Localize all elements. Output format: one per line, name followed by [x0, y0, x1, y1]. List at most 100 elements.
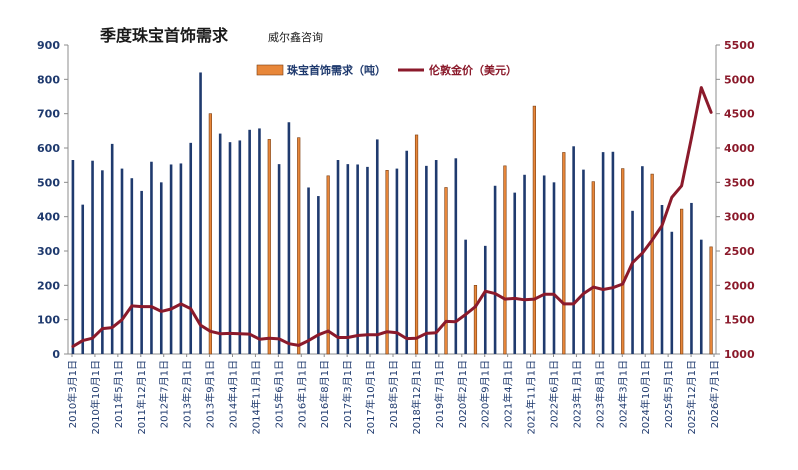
bar	[81, 204, 85, 354]
bar	[150, 161, 153, 354]
bar	[258, 128, 261, 354]
x-tick-label: 2019年7月1日	[433, 360, 446, 428]
bar	[159, 182, 163, 354]
right-tick-label: 5500	[724, 39, 755, 52]
legend-label-line: 伦敦金价（美元）	[429, 63, 517, 77]
left-tick-label: 900	[37, 39, 60, 52]
right-tick-label: 2000	[724, 279, 755, 292]
x-tick-label: 2023年8月1日	[593, 360, 606, 428]
series-line-gold-price	[71, 86, 713, 348]
bar	[641, 166, 644, 354]
right-tick-label: 3500	[724, 176, 755, 189]
bar	[208, 113, 212, 355]
left-tick-label: 100	[37, 314, 60, 327]
bar	[591, 181, 595, 355]
left-tick-label: 600	[37, 142, 60, 155]
x-tick-label: 2014年11月1日	[249, 360, 262, 435]
bar	[425, 165, 428, 354]
bar	[120, 168, 124, 354]
bar	[434, 160, 438, 354]
bar	[631, 210, 634, 354]
bar	[601, 152, 605, 354]
bar	[91, 160, 94, 354]
legend-swatch-bars	[256, 64, 284, 76]
bar	[179, 163, 183, 354]
right-tick-label: 4500	[724, 108, 755, 121]
legend-label-bars: 珠宝首饰需求（吨）	[287, 63, 386, 77]
bar	[523, 174, 526, 354]
x-tick-label: 2011年12月1日	[135, 360, 148, 435]
bar	[385, 170, 389, 355]
bar	[650, 173, 654, 355]
chart-title: 季度珠宝首饰需求	[100, 26, 229, 45]
x-tick-label: 2014年4月1日	[227, 360, 240, 428]
bar	[405, 150, 409, 354]
bar	[709, 246, 713, 355]
x-tick-label: 2023年1月1日	[570, 360, 583, 428]
bar	[464, 239, 467, 354]
x-tick-label: 2018年12月1日	[410, 360, 423, 435]
x-tick-label: 2021年4月1日	[502, 360, 515, 428]
x-tick-label: 2013年9月1日	[204, 360, 217, 428]
bar	[307, 187, 310, 354]
bar	[248, 129, 251, 354]
x-tick-label: 2022年6月1日	[548, 360, 561, 428]
bar	[277, 164, 281, 354]
bar	[110, 143, 114, 354]
left-tick-label: 400	[37, 211, 60, 224]
x-tick-label: 2013年2月1日	[181, 360, 194, 428]
x-tick-label: 2025年12月1日	[685, 360, 698, 435]
bar	[414, 134, 419, 355]
bar	[542, 175, 546, 354]
x-tick-label: 2016年1月1日	[295, 360, 308, 428]
x-tick-label: 2021年11月1日	[525, 360, 538, 435]
x-tick-label: 2016年8月1日	[318, 360, 331, 428]
left-tick-label: 0	[52, 348, 60, 361]
right-tick-label: 5000	[724, 73, 755, 86]
x-tick-label: 2020年9月1日	[479, 360, 492, 428]
right-tick-label: 1000	[724, 348, 755, 361]
bar	[493, 185, 497, 354]
bar	[582, 169, 585, 354]
bar	[444, 187, 448, 355]
bar	[346, 164, 350, 354]
bar	[513, 192, 517, 354]
chart-subtitle: 威尔鑫咨询	[268, 31, 323, 44]
x-tick-label: 2026年7月1日	[708, 360, 721, 428]
bar	[395, 168, 399, 354]
bar	[483, 245, 487, 354]
x-tick-label: 2011年5月1日	[112, 360, 125, 428]
x-tick-label: 2012年7月1日	[158, 360, 171, 428]
bar	[326, 175, 330, 355]
bar	[199, 72, 202, 354]
x-tick-label: 2020年2月1日	[456, 360, 469, 428]
x-tick-label: 2017年10月1日	[364, 360, 377, 435]
bar	[336, 160, 340, 354]
x-tick-label: 2017年3月1日	[341, 360, 354, 428]
right-tick-label: 1500	[724, 314, 755, 327]
bar	[473, 285, 478, 355]
bar	[562, 152, 566, 355]
bar	[690, 202, 693, 354]
bar	[297, 137, 301, 355]
bar	[356, 164, 359, 354]
bar	[101, 170, 104, 354]
bar	[532, 105, 536, 355]
bar	[218, 133, 222, 354]
bar	[680, 208, 684, 355]
bar	[317, 196, 320, 354]
bar	[267, 139, 271, 355]
bar	[140, 190, 143, 354]
x-tick-label: 2010年10月1日	[89, 360, 102, 435]
left-tick-label: 200	[37, 279, 60, 292]
x-tick-label: 2025年5月1日	[662, 360, 675, 428]
bar	[572, 146, 575, 354]
bar	[670, 231, 674, 354]
bar	[611, 151, 615, 354]
right-tick-label: 3000	[724, 211, 755, 224]
bar	[660, 204, 664, 354]
left-tick-label: 500	[37, 176, 60, 189]
left-tick-label: 700	[37, 108, 60, 121]
x-tick-label: 2024年10月1日	[639, 360, 652, 435]
